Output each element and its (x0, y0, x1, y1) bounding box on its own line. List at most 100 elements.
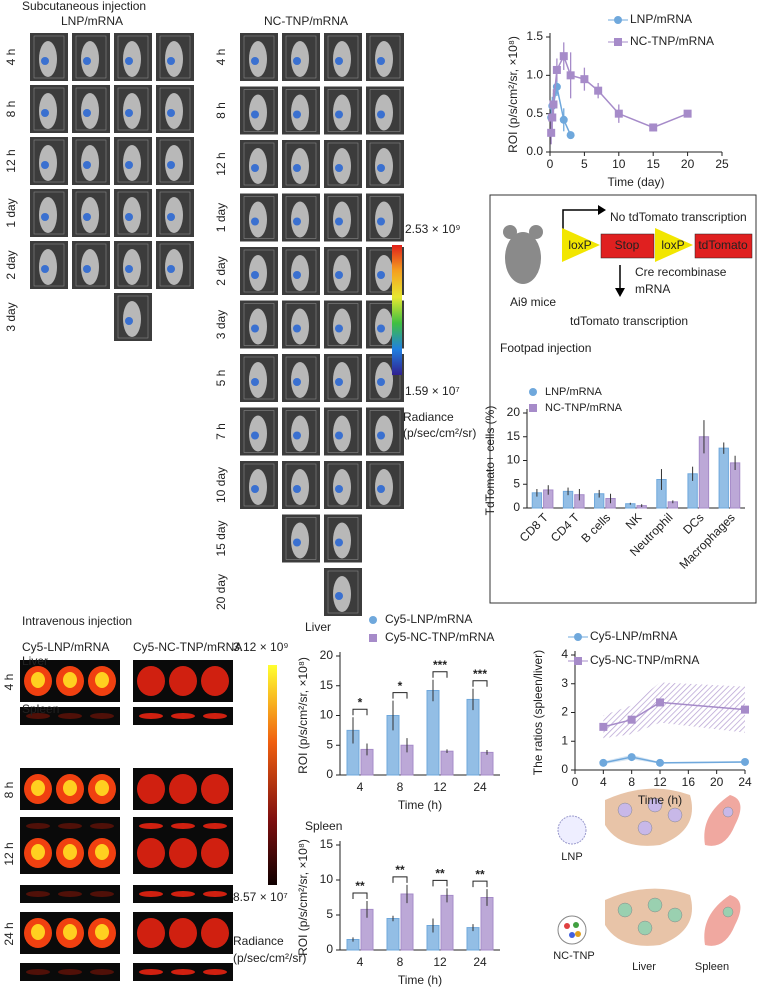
significance-bracket (472, 680, 488, 687)
y-tick-label: 5 (326, 737, 333, 751)
legend-marker (369, 616, 377, 624)
mouse-frame (243, 196, 275, 239)
cell-icon (637, 820, 653, 836)
gene-block (694, 233, 753, 259)
cell-icon (617, 802, 633, 818)
mouse-signal (41, 161, 49, 169)
y-tick-label: 4 (561, 647, 568, 661)
loxp-site (655, 228, 693, 262)
y-axis-label: ROI (p/s/cm²/sr, ×10⁸) (296, 839, 310, 956)
y-tick-label: 10 (507, 453, 521, 467)
y-tick-label: 0 (326, 942, 333, 956)
mouse-frame (243, 303, 275, 346)
mouse-frame (369, 89, 401, 132)
x-tick-label: 24 (738, 775, 752, 789)
y-axis-label: ROI (p/s/cm²/sr, ×10⁸) (506, 36, 520, 153)
mouse-signal (377, 378, 385, 386)
liver-shape (605, 888, 692, 946)
x-tick-label: 20 (681, 157, 695, 171)
mouse-signal (251, 271, 259, 279)
spleen-signal (203, 891, 227, 897)
mouse-frame (159, 139, 191, 183)
mouse-frame (33, 191, 65, 235)
x-tick-label: 8 (628, 775, 635, 789)
cell-icon (647, 797, 663, 813)
significance-label: *** (473, 667, 487, 681)
point (566, 71, 575, 80)
y-tick-label: 15 (320, 837, 334, 851)
cell-icon (647, 897, 663, 913)
colorbar-max: 3.12 × 10⁹ (233, 640, 289, 654)
legend-label: Cy5-LNP/mRNA (590, 629, 677, 643)
annotation: mRNA (635, 282, 670, 296)
spleen-signal (58, 969, 82, 975)
tnp-dot (575, 931, 581, 937)
liver-signal-core (31, 780, 45, 796)
x-tick-label: 24 (473, 955, 487, 969)
group-label: Cy5-NC-TNP/mRNA (133, 640, 242, 654)
mouse-signal (251, 217, 259, 226)
significance-bracket (432, 879, 448, 887)
significance-label: ** (475, 867, 485, 881)
mouse-signal (293, 271, 301, 279)
time-label: 12 h (4, 149, 18, 172)
y-tick-label: 1.5 (526, 29, 543, 43)
legend-label: NC-TNP/mRNA (630, 34, 714, 48)
y-tick-label: 0.5 (526, 106, 543, 120)
mouse-signal (377, 217, 385, 226)
mouse-signal (125, 109, 133, 117)
mouse-signal (377, 324, 385, 333)
liver-signal (137, 666, 165, 696)
point (549, 100, 558, 109)
mouse-signal (125, 161, 133, 169)
point (599, 722, 608, 731)
x-tick-label: 0 (547, 157, 554, 171)
mouse-signal (167, 109, 175, 117)
schematic-label: Liver (632, 961, 656, 973)
cell-icon (617, 902, 633, 918)
legend-label: Cy5-NC-TNP/mRNA (590, 653, 699, 667)
mouse-frame (117, 191, 149, 235)
mouse-frame (327, 303, 359, 346)
significance-label: *** (433, 658, 447, 672)
schematic-label: LNP (561, 851, 582, 863)
mouse-frame (33, 243, 65, 287)
spleen-signal (171, 969, 195, 975)
y-tick-label: 10 (320, 708, 334, 722)
y-tick-label: 20 (507, 405, 521, 419)
mouse-signal (335, 592, 343, 600)
mouse-signal (251, 57, 259, 65)
mouse-frame (327, 356, 359, 400)
mouse-signal (41, 57, 49, 65)
mouse-signal (377, 485, 385, 493)
x-tick-label: 4 (357, 955, 364, 969)
mouse-signal (167, 161, 175, 169)
mouse-frame (285, 196, 317, 239)
spleen-signal (171, 823, 195, 829)
tnp-dot (564, 923, 570, 929)
spleen-signal (139, 969, 163, 975)
mouse-frame (33, 139, 65, 183)
mouse-frame (285, 249, 317, 293)
liver-signal (201, 666, 229, 696)
colorbar (268, 665, 277, 885)
liver-signal-core (95, 672, 109, 688)
mouse-signal (335, 271, 343, 279)
mouse-signal (335, 431, 343, 440)
mouse-frame (159, 243, 191, 287)
point (594, 86, 603, 95)
group-label: LNP/mRNA (61, 14, 123, 28)
mouse-signal (293, 57, 301, 65)
mouse-signal (293, 217, 301, 226)
colorbar (392, 245, 402, 375)
mouse-frame (369, 410, 401, 453)
tnp-icon (557, 915, 587, 945)
chart-title: Spleen (305, 819, 342, 833)
colorbar-label: (p/sec/cm²/sr) (233, 951, 306, 965)
mouse-frame (117, 35, 149, 79)
bar (466, 698, 480, 776)
mouse-signal (335, 538, 343, 547)
spleen-signal (26, 969, 50, 975)
mouse-icon (505, 232, 541, 284)
